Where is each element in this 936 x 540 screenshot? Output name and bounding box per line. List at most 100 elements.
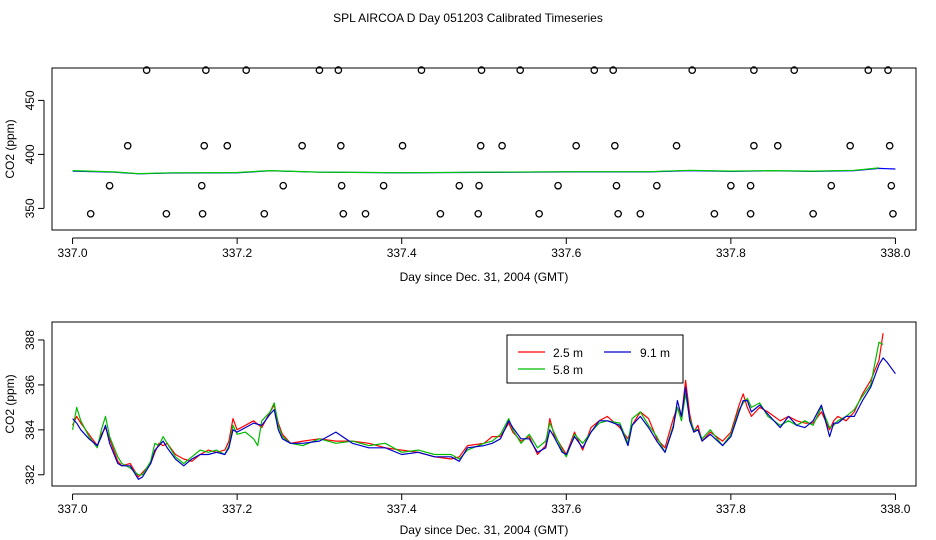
top-scatter-point (455, 181, 464, 190)
top-scatter-point (710, 209, 719, 218)
figure-title: SPL AIRCOA D Day 051203 Calibrated Times… (333, 11, 603, 25)
legend: 2.5 m 5.8 m 9.1 m (506, 334, 684, 384)
top-x-tick-label: 337.4 (387, 246, 417, 260)
top-scatter-point (727, 181, 735, 190)
bottom-x-tick-label: 337.8 (716, 502, 746, 516)
top-y-tick-label: 400 (23, 144, 37, 164)
top-scatter-point (417, 66, 426, 75)
top-scatter-point (197, 181, 206, 190)
top-scatter-point (337, 181, 346, 190)
top-scatter-point (315, 66, 324, 75)
bottom-x-axis: 337.0 337.2 337.4 337.6 337.8 338.0 (58, 493, 911, 516)
top-scatter-point (198, 209, 207, 218)
top-x-tick-label: 337.0 (58, 246, 88, 260)
top-scatter-point (746, 181, 755, 190)
bottom-series-line-2 (72, 357, 896, 480)
top-scatter-point (336, 141, 345, 150)
top-scatter-point (105, 181, 114, 190)
top-series-line-2 (72, 167, 880, 175)
top-plot-marks (72, 66, 897, 218)
top-y-axis-label: CO2 (ppm) (3, 119, 17, 178)
top-scatter-point (334, 66, 343, 75)
top-scatter-point (612, 181, 621, 190)
top-scatter-point (477, 66, 486, 75)
top-x-tick-label: 337.8 (716, 246, 746, 260)
bottom-y-tick-label: 386 (23, 375, 37, 395)
top-scatter-point (379, 181, 388, 190)
top-y-tick-label: 450 (23, 90, 37, 110)
top-scatter-point (260, 209, 269, 218)
top-scatter-point (123, 141, 132, 150)
top-scatter-point (339, 209, 348, 218)
top-x-tick-label: 337.2 (222, 246, 252, 260)
top-scatter-point (86, 209, 95, 218)
top-scatter-point (398, 141, 407, 150)
top-scatter-point (498, 141, 506, 150)
top-x-tick-label: 337.6 (551, 246, 581, 260)
top-scatter-point (885, 141, 894, 150)
top-scatter-point (846, 141, 855, 150)
top-scatter-point (554, 181, 562, 190)
top-x-axis: 337.0 337.2 337.4 337.6 337.8 338.0 (58, 237, 911, 260)
bottom-x-tick-label: 338.0 (880, 502, 910, 516)
bottom-y-axis-label: CO2 (ppm) (3, 374, 17, 433)
top-scatter-point (572, 141, 581, 150)
top-scatter-point (809, 209, 817, 218)
top-panel: 337.0 337.2 337.4 337.6 337.8 338.0 350 400 450… (3, 66, 917, 284)
top-scatter-point (672, 141, 681, 150)
bottom-plot-frame (51, 321, 917, 487)
top-scatter-point (142, 66, 151, 75)
bottom-y-tick-label: 388 (23, 330, 37, 350)
top-scatter-point (475, 181, 483, 190)
bottom-y-tick-label: 382 (23, 464, 37, 484)
top-x-tick-label: 338.0 (880, 246, 910, 260)
top-scatter-point (516, 66, 525, 75)
top-scatter-point (887, 181, 896, 190)
legend-label-5-8m: 5.8 m (553, 363, 583, 377)
top-scatter-point (827, 181, 836, 190)
bottom-x-axis-label: Day since Dec. 31, 2004 (GMT) (400, 523, 569, 537)
bottom-panel: 337.0 337.2 337.4 337.6 337.8 338.0 382 384 386… (3, 321, 917, 537)
top-scatter-point (535, 209, 543, 218)
top-scatter-point (614, 209, 622, 218)
bottom-x-tick-label: 337.2 (222, 502, 252, 516)
top-scatter-point (884, 66, 892, 75)
top-scatter-point (773, 141, 782, 150)
bottom-x-tick-label: 337.4 (387, 502, 417, 516)
top-y-tick-label: 350 (23, 198, 37, 218)
legend-label-2-5m: 2.5 m (553, 346, 583, 360)
bottom-x-tick-label: 337.0 (58, 502, 88, 516)
legend-label-9-1m: 9.1 m (640, 346, 670, 360)
top-scatter-point (750, 66, 758, 75)
top-scatter-point (476, 141, 485, 150)
top-scatter-point (162, 209, 171, 218)
top-scatter-point (279, 181, 288, 190)
top-scatter-point (590, 66, 599, 75)
top-scatter-point (636, 209, 645, 218)
top-scatter-point (361, 209, 370, 218)
top-scatter-point (889, 209, 897, 218)
top-scatter-point (864, 66, 873, 75)
bottom-y-axis: 382 384 386 388 (23, 330, 45, 485)
bottom-y-tick-label: 384 (23, 420, 37, 440)
top-x-axis-label: Day since Dec. 31, 2004 (GMT) (400, 270, 569, 284)
top-y-axis: 350 400 450 (23, 90, 45, 218)
top-scatter-point (652, 181, 661, 190)
top-scatter-point (746, 209, 755, 218)
top-scatter-point (202, 66, 210, 75)
top-scatter-point (223, 141, 232, 150)
top-scatter-point (436, 209, 445, 218)
bottom-x-tick-label: 337.6 (551, 502, 581, 516)
top-scatter-point (474, 209, 483, 218)
top-scatter-point (610, 141, 619, 150)
top-scatter-point (298, 141, 306, 150)
top-scatter-point (609, 66, 618, 75)
top-scatter-point (750, 141, 758, 150)
bottom-plot-marks (72, 333, 896, 480)
top-scatter-point (688, 66, 697, 75)
legend-box (506, 334, 684, 384)
top-scatter-point (242, 66, 251, 75)
top-plot-frame (51, 67, 917, 231)
top-scatter-point (790, 66, 799, 75)
